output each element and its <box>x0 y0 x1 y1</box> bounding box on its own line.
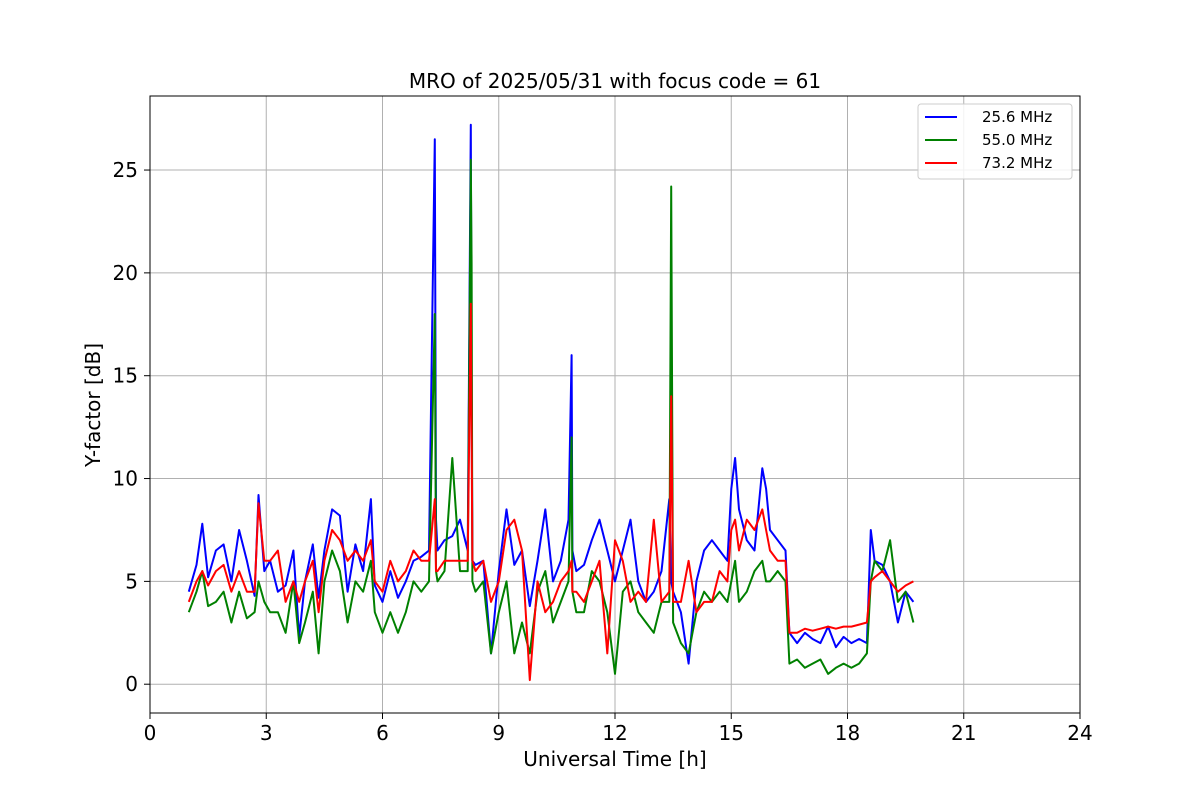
series-line-55-0-mhz <box>187 158 915 675</box>
y-tick-label: 15 <box>113 364 138 388</box>
x-tick-label: 3 <box>260 721 273 745</box>
legend-label-25-6: 25.6 MHz <box>982 108 1052 126</box>
y-tick-label: 20 <box>113 261 138 285</box>
legend-label-55-0: 55.0 MHz <box>982 131 1052 149</box>
legend-label-73-2: 73.2 MHz <box>982 154 1052 172</box>
axis-ticks: 0 3 6 9 12 15 18 21 24 0 5 10 15 20 25 <box>113 158 1093 745</box>
x-tick-label: 21 <box>951 721 976 745</box>
y-tick-label: 0 <box>125 672 138 696</box>
series-line-25-6-mhz <box>187 123 915 665</box>
x-tick-label: 24 <box>1067 721 1092 745</box>
x-tick-label: 15 <box>719 721 744 745</box>
chart-title: MRO of 2025/05/31 with focus code = 61 <box>409 69 821 93</box>
legend: 25.6 MHz 55.0 MHz 73.2 MHz <box>917 103 1073 180</box>
y-axis-title: Y-factor [dB] <box>81 343 105 468</box>
y-tick-label: 5 <box>125 569 138 593</box>
legend-box <box>917 103 1073 180</box>
y-tick-label: 10 <box>113 467 138 491</box>
series-lines <box>187 123 915 682</box>
x-tick-label: 6 <box>376 721 389 745</box>
x-axis-title: Universal Time [h] <box>523 747 706 771</box>
x-tick-label: 12 <box>602 721 627 745</box>
series-line-73-2-mhz <box>187 302 914 682</box>
y-tick-label: 25 <box>113 158 138 182</box>
x-tick-label: 18 <box>835 721 860 745</box>
x-tick-label: 0 <box>144 721 157 745</box>
x-tick-label: 9 <box>492 721 505 745</box>
